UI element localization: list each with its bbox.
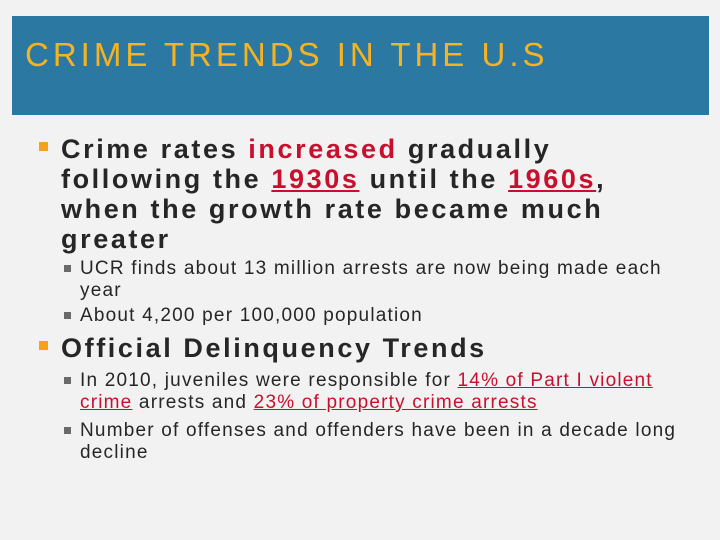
bullet-crime-rates: Crime rates increased gradually followin… bbox=[39, 134, 665, 254]
crime-rates-subitems: UCR finds about 13 million arrests are n… bbox=[62, 258, 682, 330]
sub-bullet-icon bbox=[64, 377, 71, 384]
highlight-1930s: 1930s bbox=[271, 164, 360, 194]
subitem-offense-decline: Number of offenses and offenders have be… bbox=[62, 420, 682, 464]
subitem-ucr-arrests: UCR finds about 13 million arrests are n… bbox=[62, 258, 682, 302]
subitem-juvenile-arrests: In 2010, juveniles were responsible for … bbox=[62, 370, 682, 414]
bullet-marker-icon bbox=[39, 142, 48, 151]
delinquency-subitems: In 2010, juveniles were responsible for … bbox=[62, 370, 682, 467]
slide-title: CRIME TRENDS IN THE U.S bbox=[25, 36, 549, 73]
highlight-1960s: 1960s bbox=[508, 164, 597, 194]
title-bar bbox=[12, 16, 709, 115]
sub-bullet-icon bbox=[64, 265, 71, 272]
highlight-violent-crime: 14% of Part I violent crime bbox=[80, 370, 653, 413]
sub-bullet-icon bbox=[64, 427, 71, 434]
bullet-delinquency-trends: Official Delinquency Trends bbox=[39, 333, 665, 363]
highlight-property-crime: 23% of property crime arrests bbox=[253, 392, 538, 413]
highlight-increased: increased bbox=[248, 134, 398, 164]
sub-bullet-icon bbox=[64, 312, 71, 319]
subitem-population-rate: About 4,200 per 100,000 population bbox=[62, 305, 682, 327]
bullet-marker-icon bbox=[39, 341, 48, 350]
